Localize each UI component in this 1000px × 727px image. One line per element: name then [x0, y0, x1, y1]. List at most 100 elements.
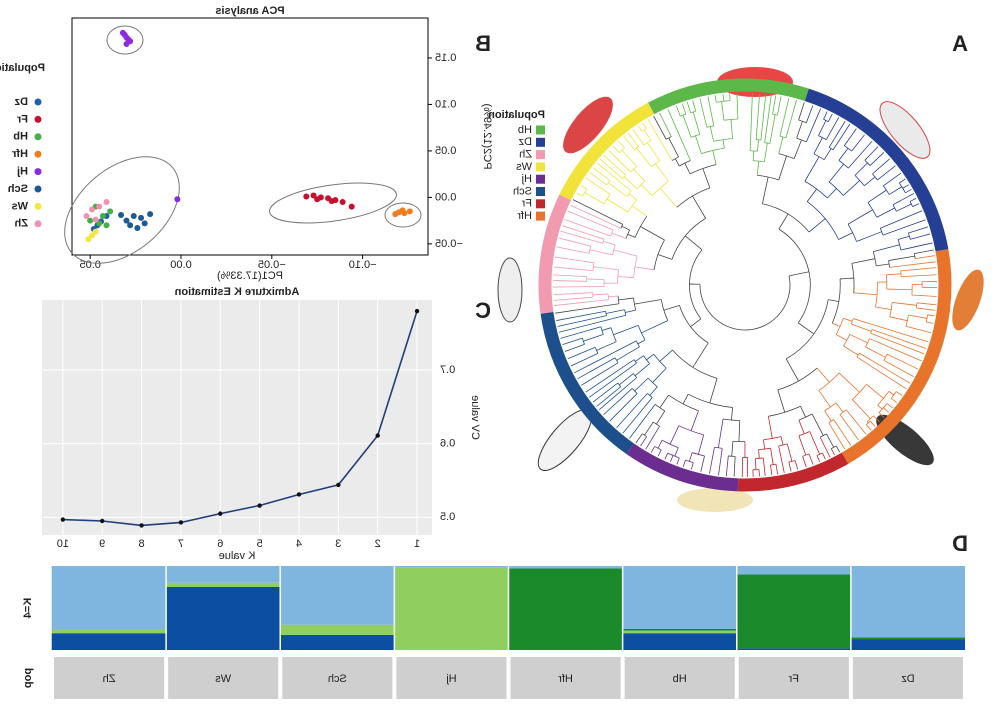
ancestry-segment [736, 574, 851, 649]
branch [905, 314, 909, 327]
branch [653, 115, 661, 128]
branch [635, 437, 641, 444]
branch [643, 129, 652, 141]
branch [808, 218, 826, 233]
branch [804, 156, 820, 182]
branch [870, 332, 890, 341]
pop-box [510, 657, 621, 699]
point [88, 206, 95, 213]
population-ring [648, 78, 746, 115]
branch [553, 266, 576, 270]
branch [659, 127, 667, 140]
branch [750, 93, 753, 128]
branch [916, 226, 929, 231]
branch [560, 329, 591, 339]
branch [867, 189, 887, 203]
branch [883, 353, 888, 361]
branch [778, 228, 811, 324]
branch [558, 237, 574, 243]
branch [712, 150, 717, 165]
branch [835, 334, 848, 341]
branch [590, 326, 601, 331]
branch [581, 346, 596, 354]
branch [804, 180, 828, 199]
fish [879, 101, 931, 159]
branch [688, 108, 692, 113]
branch [722, 418, 740, 422]
branch [788, 271, 810, 277]
branch [684, 235, 703, 251]
branch [603, 303, 620, 307]
x-tick-label: 9 [99, 538, 105, 550]
legend-label: Ws [12, 200, 29, 212]
branch [785, 358, 799, 382]
branch [567, 210, 595, 223]
legend-label: Dz [14, 96, 28, 108]
branch [600, 326, 604, 335]
branch [574, 351, 615, 374]
point [85, 236, 92, 243]
branch [686, 101, 690, 109]
branch [886, 403, 893, 409]
branch [869, 157, 879, 166]
branch [890, 391, 897, 399]
branch [838, 372, 860, 393]
branch [603, 386, 622, 401]
branch [617, 382, 622, 387]
branch [900, 247, 910, 251]
branch [617, 150, 620, 153]
pop-box [624, 657, 735, 699]
branch [912, 203, 920, 207]
branch [770, 468, 773, 476]
branch [667, 108, 688, 153]
branch [859, 134, 865, 141]
branch [777, 103, 781, 116]
branch [902, 184, 909, 189]
branch [851, 263, 855, 293]
branch [844, 435, 852, 446]
ancestry-segment [165, 566, 281, 583]
branch [838, 232, 853, 240]
branch [632, 205, 648, 217]
branch [782, 465, 785, 474]
branch [709, 378, 718, 404]
branch [905, 325, 920, 331]
branch [883, 407, 889, 413]
branch [803, 460, 807, 468]
point [303, 193, 310, 200]
branch [835, 318, 844, 335]
branch [827, 188, 837, 199]
fish [677, 488, 753, 512]
legend-label: Hb [518, 124, 532, 136]
branch [859, 140, 873, 156]
branch [710, 447, 715, 467]
branch [832, 142, 839, 151]
chart-title: PCA analysis [215, 5, 284, 17]
branch [631, 388, 638, 394]
branch [900, 269, 913, 272]
branch [714, 95, 717, 103]
branch [570, 359, 584, 367]
branch [707, 96, 710, 104]
legend-label: Sch [8, 183, 28, 195]
branch [621, 150, 637, 167]
branch [567, 352, 582, 360]
point [130, 212, 137, 219]
branch [589, 249, 613, 256]
pop-label: Dz [901, 673, 914, 685]
x-tick-label: 0.00 [170, 259, 191, 271]
branch [553, 292, 583, 296]
point [60, 517, 66, 522]
branch [714, 446, 723, 449]
branch [554, 300, 598, 306]
branch [828, 113, 833, 121]
branch [694, 106, 697, 112]
branch [755, 120, 758, 140]
point [336, 482, 341, 488]
pop-box [852, 657, 963, 699]
pop-label: Hfr [558, 673, 573, 685]
pop-label: Sch [328, 673, 347, 685]
branch [826, 450, 831, 458]
branch [662, 119, 672, 137]
